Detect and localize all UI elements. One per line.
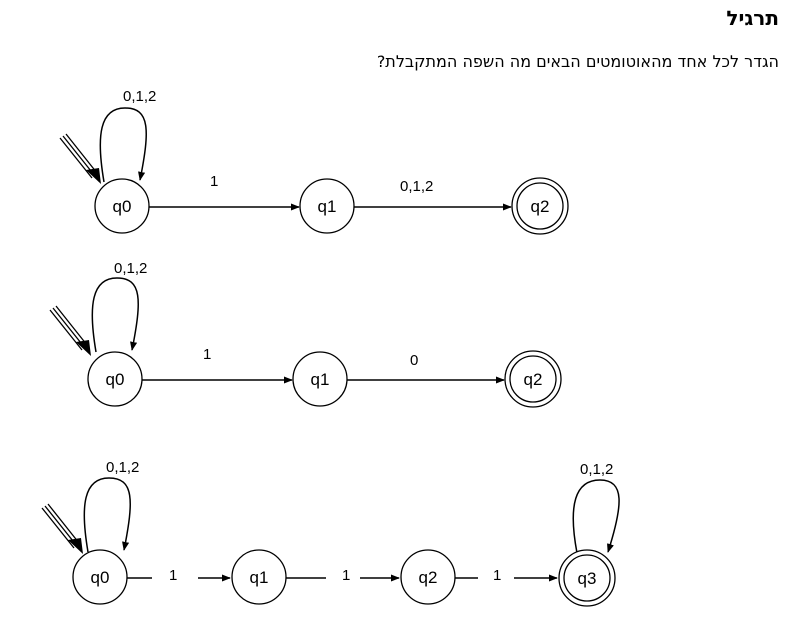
state-q1-label: q1 — [318, 197, 337, 216]
transition-q1-q2-label: 0,1,2 — [400, 178, 433, 195]
self-loop-label: 0,1,2 — [123, 88, 156, 105]
self-loop-label: 0,1,2 — [114, 260, 147, 277]
state-q0 — [72, 549, 128, 605]
state-q3-outer — [558, 549, 616, 607]
exercise-question: הגדר לכל אחד מהאוטומטים הבאים מה השפה המ… — [376, 52, 779, 71]
transition-q0-q1-label: 1 — [203, 346, 211, 363]
state-q2 — [400, 549, 456, 605]
transition-q0-q1-label: 1 — [210, 173, 218, 190]
transition-q1-q2-label: 0 — [410, 352, 418, 369]
state-q2-label: q2 — [524, 370, 543, 389]
transition-q2-q3-label: 1 — [493, 567, 501, 584]
automaton-3: 0,1,2 q0 1 q1 1 q2 1 0,1,2 q3 — [41, 459, 620, 607]
state-q0 — [94, 178, 150, 234]
state-q0-label: q0 — [106, 370, 125, 389]
transition-q0-q1-label: 1 — [169, 567, 177, 584]
state-q1 — [299, 178, 355, 234]
state-q2-inner — [516, 182, 564, 230]
state-q3-label: q3 — [578, 569, 597, 588]
start-arrow — [41, 503, 83, 554]
state-q3-inner — [563, 554, 611, 602]
self-loop — [99, 107, 147, 183]
state-q2-outer — [504, 350, 562, 408]
state-q2-label: q2 — [531, 197, 550, 216]
start-arrow — [59, 133, 101, 184]
self-loop-label: 0,1,2 — [106, 459, 139, 476]
state-q2-label: q2 — [419, 568, 438, 587]
final-self-loop-label: 0,1,2 — [580, 461, 613, 478]
automaton-1: 0,1,2 q0 1 q1 0,1,2 q2 — [59, 88, 569, 235]
state-q1-label: q1 — [311, 370, 330, 389]
transition-q1-q2-label: 1 — [342, 567, 350, 584]
state-q1 — [292, 351, 348, 407]
state-q2-outer — [511, 177, 569, 235]
self-loop — [91, 277, 139, 353]
exercise-title: תרגיל — [726, 6, 779, 30]
state-q1-label: q1 — [250, 568, 269, 587]
state-q0 — [87, 351, 143, 407]
final-self-loop — [572, 479, 620, 554]
state-q1 — [231, 549, 287, 605]
start-arrow — [49, 305, 91, 356]
state-q0-label: q0 — [113, 197, 132, 216]
automaton-2: 0,1,2 q0 1 q1 0 q2 — [49, 260, 562, 408]
state-q0-label: q0 — [91, 568, 110, 587]
state-q2-inner — [509, 355, 557, 403]
self-loop — [83, 477, 131, 553]
